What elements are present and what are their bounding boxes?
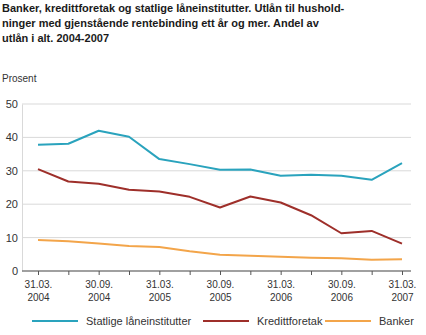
legend-swatch — [32, 320, 78, 322]
x-axis: 31.03.2004 30.09.2004 31.03.2005 30.09.2005… — [22, 271, 416, 303]
x-tick: 30.09.2006 — [328, 271, 356, 303]
y-tick: 40 — [6, 131, 22, 143]
x-tick-mark — [99, 271, 100, 275]
legend-swatch — [325, 320, 371, 322]
grid-line — [22, 204, 411, 205]
legend-item: Statlige låneinstitutter — [32, 315, 192, 327]
x-tick-label: 30.09.2006 — [328, 279, 356, 303]
x-tick-mark — [38, 271, 39, 275]
x-axis-line — [22, 271, 411, 272]
x-tick: 31.03.2005 — [146, 271, 174, 303]
y-tick: 10 — [6, 232, 22, 244]
x-tick-label: 31.03.2006 — [267, 279, 295, 303]
chart: Banker, kredittforetak og statlige lånei… — [0, 0, 426, 335]
y-axis-title: Prosent — [2, 73, 37, 84]
x-tick-mark — [372, 271, 373, 275]
y-tick: 50 — [6, 98, 22, 110]
legend-label: Banker — [379, 315, 414, 327]
x-tick — [68, 271, 69, 275]
grid-line — [22, 237, 411, 238]
x-tick: 30.09.2005 — [207, 271, 235, 303]
series-line — [38, 240, 402, 260]
x-tick-label: 30.09.2004 — [85, 279, 113, 303]
y-axis-line — [22, 105, 23, 272]
x-tick — [372, 271, 373, 275]
x-tick-mark — [402, 271, 403, 275]
legend-label: Statlige låneinstitutter — [86, 315, 192, 327]
x-tick: 31.03.2004 — [25, 271, 53, 303]
legend-swatch — [203, 320, 249, 322]
grid-line — [22, 104, 411, 105]
y-tick-label: 10 — [6, 232, 18, 244]
x-tick-mark — [311, 271, 312, 275]
series-line — [38, 131, 402, 180]
x-tick: 31.03.2007 — [389, 271, 417, 303]
x-tick-label: 31.03.2004 — [25, 279, 53, 303]
x-tick-mark — [281, 271, 282, 275]
legend-item: Kredittforetak — [203, 315, 323, 327]
legend-item: Banker — [325, 315, 414, 327]
y-tick: 30 — [6, 165, 22, 177]
y-tick-label: 0 — [12, 265, 18, 277]
x-tick-label: 31.03.2005 — [146, 279, 174, 303]
x-tick-mark — [341, 271, 342, 275]
grid-line — [22, 271, 411, 272]
x-tick-mark — [220, 271, 221, 275]
x-tick — [311, 271, 312, 275]
x-tick-label: 31.03.2007 — [389, 279, 417, 303]
x-tick-mark — [250, 271, 251, 275]
x-tick: 31.03.2006 — [267, 271, 295, 303]
x-tick: 30.09.2004 — [85, 271, 113, 303]
x-tick-label: 30.09.2005 — [207, 279, 235, 303]
x-tick-mark — [68, 271, 69, 275]
x-tick — [190, 271, 191, 275]
grid-line — [22, 170, 411, 171]
x-tick — [250, 271, 251, 275]
series-line — [38, 169, 402, 243]
y-tick: 20 — [6, 198, 22, 210]
title: Banker, kredittforetak og statlige lånei… — [2, 2, 345, 44]
x-tick-mark — [159, 271, 160, 275]
y-axis: 0 10 20 30 40 50 — [6, 98, 23, 277]
grid — [22, 104, 411, 271]
legend: Statlige låneinstitutter Kredittforetak Ba… — [32, 315, 414, 327]
y-tick-label: 30 — [6, 165, 18, 177]
y-tick-label: 40 — [6, 131, 18, 143]
y-tick: 0 — [12, 265, 22, 277]
x-tick — [129, 271, 130, 275]
x-tick-mark — [190, 271, 191, 275]
x-tick-mark — [129, 271, 130, 275]
plot-area — [38, 131, 402, 260]
y-tick-label: 50 — [6, 98, 18, 110]
legend-label: Kredittforetak — [257, 315, 323, 327]
y-tick-label: 20 — [6, 198, 18, 210]
